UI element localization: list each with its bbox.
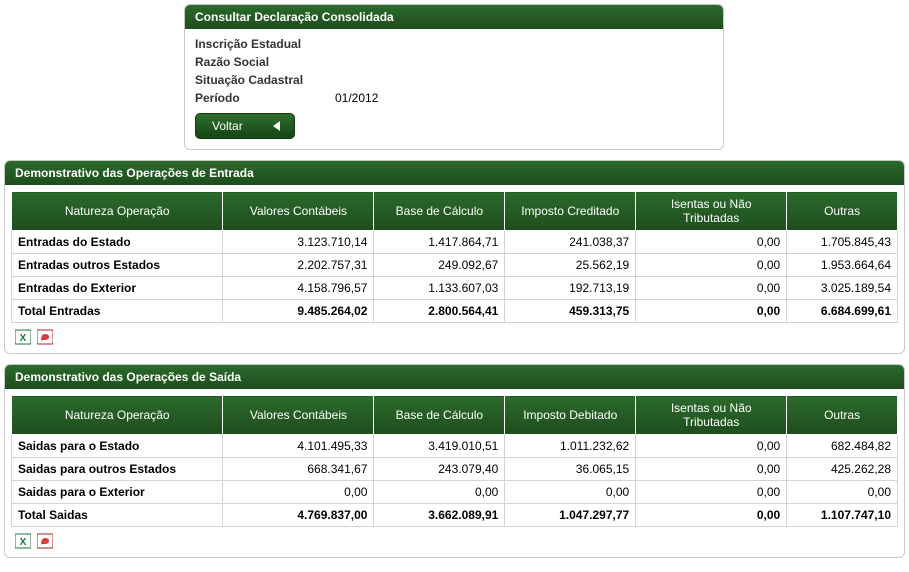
saida-table: Natureza Operação Valores Contábeis Base… [11, 395, 898, 527]
col-outras: Outras [787, 192, 898, 231]
field-situacao-label: Situação Cadastral [195, 73, 335, 87]
export-excel-icon[interactable]: X [15, 533, 31, 549]
cell-value: 192.713,19 [505, 277, 636, 300]
col-valores: Valores Contábeis [223, 396, 374, 435]
cell-total-value: 0,00 [636, 504, 787, 527]
cell-value: 0,00 [636, 458, 787, 481]
cell-total-label: Total Entradas [12, 300, 223, 323]
cell-value: 4.158.796,57 [223, 277, 374, 300]
consulta-panel-body: Inscrição Estadual Razão Social Situação… [185, 29, 723, 143]
svg-text:X: X [20, 537, 27, 548]
consulta-panel-title: Consultar Declaração Consolidada [185, 5, 723, 29]
cell-value: 243.079,40 [374, 458, 505, 481]
saida-panel: Demonstrativo das Operações de Saída Nat… [4, 364, 905, 558]
cell-value: 2.202.757,31 [223, 254, 374, 277]
cell-total-value: 459.313,75 [505, 300, 636, 323]
field-inscricao-label: Inscrição Estadual [195, 37, 335, 51]
field-situacao: Situação Cadastral [195, 71, 713, 89]
cell-total-label: Total Saidas [12, 504, 223, 527]
col-base: Base de Cálculo [374, 396, 505, 435]
voltar-button-label: Voltar [212, 119, 243, 133]
cell-value: 0,00 [374, 481, 505, 504]
cell-value: 425.262,28 [787, 458, 898, 481]
cell-label: Entradas do Estado [12, 231, 223, 254]
field-razao: Razão Social [195, 53, 713, 71]
cell-value: 0,00 [636, 277, 787, 300]
col-natureza: Natureza Operação [12, 192, 223, 231]
table-row: Entradas do Estado 3.123.710,14 1.417.86… [12, 231, 898, 254]
entrada-panel-title: Demonstrativo das Operações de Entrada [5, 161, 904, 185]
cell-label: Saidas para outros Estados [12, 458, 223, 481]
cell-value: 0,00 [505, 481, 636, 504]
cell-value: 0,00 [636, 481, 787, 504]
table-row: Saidas para outros Estados 668.341,67 24… [12, 458, 898, 481]
entrada-table: Natureza Operação Valores Contábeis Base… [11, 191, 898, 323]
table-total-row: Total Saidas 4.769.837,00 3.662.089,91 1… [12, 504, 898, 527]
consulta-panel: Consultar Declaração Consolidada Inscriç… [184, 4, 724, 150]
cell-value: 0,00 [636, 231, 787, 254]
col-imposto: Imposto Creditado [505, 192, 636, 231]
arrow-left-icon [273, 121, 280, 131]
col-valores: Valores Contábeis [223, 192, 374, 231]
col-outras: Outras [787, 396, 898, 435]
entrada-header-row: Natureza Operação Valores Contábeis Base… [12, 192, 898, 231]
table-row: Saidas para o Estado 4.101.495,33 3.419.… [12, 435, 898, 458]
cell-value: 1.133.607,03 [374, 277, 505, 300]
cell-value: 0,00 [636, 435, 787, 458]
saida-export-row: X [5, 531, 904, 551]
cell-value: 0,00 [636, 254, 787, 277]
cell-total-value: 4.769.837,00 [223, 504, 374, 527]
cell-label: Entradas do Exterior [12, 277, 223, 300]
cell-label: Entradas outros Estados [12, 254, 223, 277]
cell-value: 1.417.864,71 [374, 231, 505, 254]
col-isentas: Isentas ou Não Tributadas [636, 396, 787, 435]
saida-header-row: Natureza Operação Valores Contábeis Base… [12, 396, 898, 435]
field-inscricao: Inscrição Estadual [195, 35, 713, 53]
field-periodo-value: 01/2012 [335, 91, 378, 105]
voltar-button[interactable]: Voltar [195, 113, 295, 139]
cell-value: 3.025.189,54 [787, 277, 898, 300]
col-imposto: Imposto Debitado [505, 396, 636, 435]
svg-text:X: X [20, 333, 27, 344]
col-base: Base de Cálculo [374, 192, 505, 231]
cell-value: 1.705.845,43 [787, 231, 898, 254]
cell-value: 1.011.232,62 [505, 435, 636, 458]
cell-value: 3.419.010,51 [374, 435, 505, 458]
cell-value: 3.123.710,14 [223, 231, 374, 254]
export-pdf-icon[interactable] [37, 533, 53, 549]
cell-value: 249.092,67 [374, 254, 505, 277]
entrada-export-row: X [5, 327, 904, 347]
col-isentas: Isentas ou Não Tributadas [636, 192, 787, 231]
cell-total-value: 1.107.747,10 [787, 504, 898, 527]
cell-value: 25.562,19 [505, 254, 636, 277]
cell-total-value: 1.047.297,77 [505, 504, 636, 527]
cell-value: 4.101.495,33 [223, 435, 374, 458]
cell-value: 0,00 [787, 481, 898, 504]
table-row: Entradas outros Estados 2.202.757,31 249… [12, 254, 898, 277]
cell-total-value: 6.684.699,61 [787, 300, 898, 323]
table-row: Entradas do Exterior 4.158.796,57 1.133.… [12, 277, 898, 300]
saida-panel-title: Demonstrativo das Operações de Saída [5, 365, 904, 389]
entrada-panel: Demonstrativo das Operações de Entrada N… [4, 160, 905, 354]
export-excel-icon[interactable]: X [15, 329, 31, 345]
field-periodo: Período 01/2012 [195, 89, 713, 107]
cell-total-value: 9.485.264,02 [223, 300, 374, 323]
cell-value: 682.484,82 [787, 435, 898, 458]
cell-label: Saidas para o Exterior [12, 481, 223, 504]
cell-total-value: 3.662.089,91 [374, 504, 505, 527]
export-pdf-icon[interactable] [37, 329, 53, 345]
cell-value: 241.038,37 [505, 231, 636, 254]
field-razao-label: Razão Social [195, 55, 335, 69]
cell-value: 1.953.664,64 [787, 254, 898, 277]
cell-value: 0,00 [223, 481, 374, 504]
table-row: Saidas para o Exterior 0,00 0,00 0,00 0,… [12, 481, 898, 504]
cell-total-value: 2.800.564,41 [374, 300, 505, 323]
cell-label: Saidas para o Estado [12, 435, 223, 458]
field-periodo-label: Período [195, 91, 335, 105]
col-natureza: Natureza Operação [12, 396, 223, 435]
cell-value: 36.065,15 [505, 458, 636, 481]
cell-total-value: 0,00 [636, 300, 787, 323]
table-total-row: Total Entradas 9.485.264,02 2.800.564,41… [12, 300, 898, 323]
cell-value: 668.341,67 [223, 458, 374, 481]
